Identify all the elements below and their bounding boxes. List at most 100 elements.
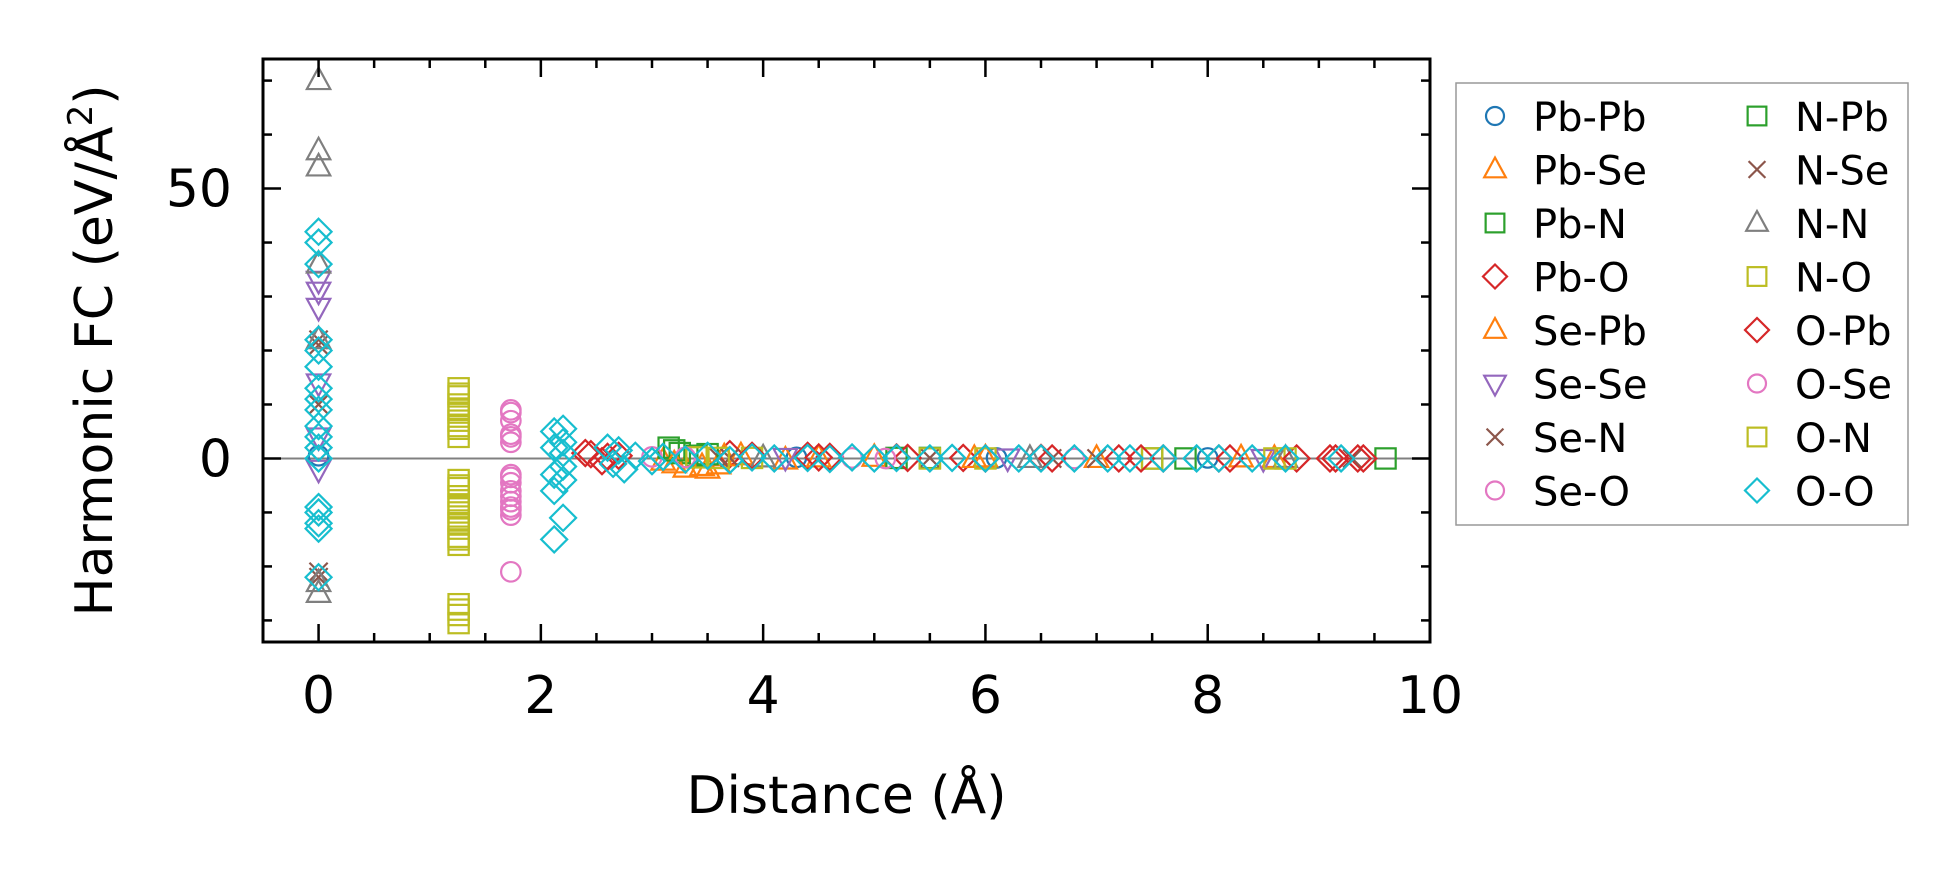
- point-o-pb: [1282, 443, 1312, 474]
- legend-label-pb-o: Pb-O: [1533, 256, 1630, 302]
- point-o-o: [1004, 443, 1034, 474]
- point-o-n: [707, 446, 730, 470]
- point-o-o: [970, 443, 1000, 474]
- legend-marker-pb-se: [1482, 155, 1508, 179]
- legend-label-o-n: O-N: [1795, 416, 1872, 462]
- point-se-o: [499, 409, 522, 432]
- point-o-o: [859, 443, 889, 474]
- legend-marker-o-se: [1746, 373, 1768, 394]
- point-o-pb: [804, 442, 834, 472]
- point-o-o: [304, 249, 334, 279]
- y-tick-label: 0: [199, 429, 232, 489]
- legend-label-o-o: O-O: [1795, 470, 1875, 516]
- point-o-o: [620, 441, 650, 471]
- point-o-o: [304, 384, 334, 414]
- legend-box: [1455, 82, 1909, 526]
- legend-label-n-o: N-O: [1795, 256, 1872, 302]
- x-tick-label: 4: [747, 666, 780, 726]
- legend-label-n-pb: N-Pb: [1795, 95, 1889, 141]
- point-o-n: [447, 414, 470, 438]
- point-o-o: [304, 422, 334, 452]
- y-axis-label-superscript: 2: [61, 105, 101, 127]
- point-pb-se: [860, 442, 888, 467]
- point-se-n-stroke: [1086, 448, 1107, 469]
- point-o-n: [1274, 447, 1297, 470]
- legend-marker-se-n: [1485, 427, 1505, 447]
- legend-label-se-o: Se-O: [1533, 470, 1630, 516]
- point-o-pb: [737, 441, 767, 471]
- point-n-n: [305, 578, 333, 603]
- legend-marker-se-o: [1484, 480, 1506, 501]
- x-tick-label: 0: [302, 666, 335, 726]
- point-o-o: [592, 433, 623, 463]
- point-o-o: [693, 441, 723, 471]
- point-o-se: [499, 399, 522, 421]
- axis-ticks: [261, 59, 1432, 642]
- point-o-se: [874, 447, 897, 470]
- point-o-o: [304, 562, 334, 592]
- legend-marker-se-pb: [1482, 315, 1508, 339]
- point-o-pb: [893, 443, 923, 473]
- point-se-se: [305, 281, 333, 307]
- y-tick-label: 50: [166, 160, 232, 220]
- plot-frame: [261, 57, 1432, 644]
- legend-label-se-pb: Se-Pb: [1533, 309, 1647, 355]
- point-o-o: [304, 508, 334, 538]
- point-o-o: [548, 452, 578, 482]
- point-o-o: [637, 446, 667, 476]
- point-pb-o: [815, 442, 845, 472]
- point-n-o: [685, 446, 708, 469]
- point-se-n-stroke: [1342, 448, 1363, 469]
- point-o-o: [1237, 443, 1267, 474]
- legend-label-pb-se: Pb-Se: [1533, 149, 1647, 195]
- point-o-n: [447, 528, 470, 551]
- point-o-o: [548, 503, 578, 533]
- point-o-o: [539, 476, 569, 506]
- point-o-o: [759, 443, 789, 474]
- point-o-o: [1204, 443, 1234, 474]
- legend-marker-pb-pb: [1484, 105, 1506, 127]
- point-o-o: [648, 442, 678, 472]
- point-pb-o: [1348, 443, 1378, 474]
- point-pb-o: [1104, 443, 1134, 474]
- point-o-o: [304, 497, 334, 528]
- legend-label-pb-n: Pb-N: [1533, 202, 1627, 248]
- point-pb-se: [1083, 443, 1111, 469]
- legend-marker-se-se: [1482, 374, 1508, 398]
- point-o-pb: [1320, 443, 1351, 474]
- legend-marker-se-n-stroke: [1485, 427, 1505, 447]
- point-o-o: [1093, 443, 1123, 474]
- point-o-o: [737, 442, 767, 472]
- point-o-o: [539, 524, 569, 554]
- point-o-o: [304, 443, 334, 474]
- point-o-o: [304, 217, 334, 247]
- point-o-o: [539, 416, 569, 447]
- point-n-n: [305, 135, 333, 161]
- point-pb-o: [1215, 443, 1245, 474]
- point-o-o: [304, 352, 334, 382]
- point-se-n: [308, 394, 329, 415]
- point-o-se: [499, 426, 522, 448]
- point-n-n: [305, 248, 333, 274]
- point-se-n: [1086, 448, 1107, 469]
- y-axis-label-main: Harmonic FC (eV/Å: [63, 126, 125, 617]
- point-o-o: [915, 443, 945, 474]
- legend-label-n-n: N-N: [1795, 202, 1869, 248]
- point-o-o: [304, 373, 334, 403]
- point-o-pb: [1037, 443, 1067, 474]
- point-o-o: [715, 445, 745, 475]
- point-o-o: [304, 227, 334, 258]
- point-pb-o: [570, 438, 600, 468]
- point-o-o: [881, 443, 912, 473]
- point-o-pb: [576, 439, 606, 469]
- x-axis-label: Distance (Å): [686, 764, 1006, 826]
- point-o-n: [447, 598, 470, 621]
- point-o-o: [815, 444, 845, 474]
- point-o-o: [1059, 443, 1089, 474]
- legend-marker-n-n: [1744, 208, 1770, 232]
- point-o-o: [539, 460, 569, 490]
- point-se-se: [771, 447, 799, 473]
- point-o-o: [548, 465, 578, 495]
- point-o-o: [1026, 443, 1056, 474]
- legend-marker-o-o: [1743, 476, 1771, 505]
